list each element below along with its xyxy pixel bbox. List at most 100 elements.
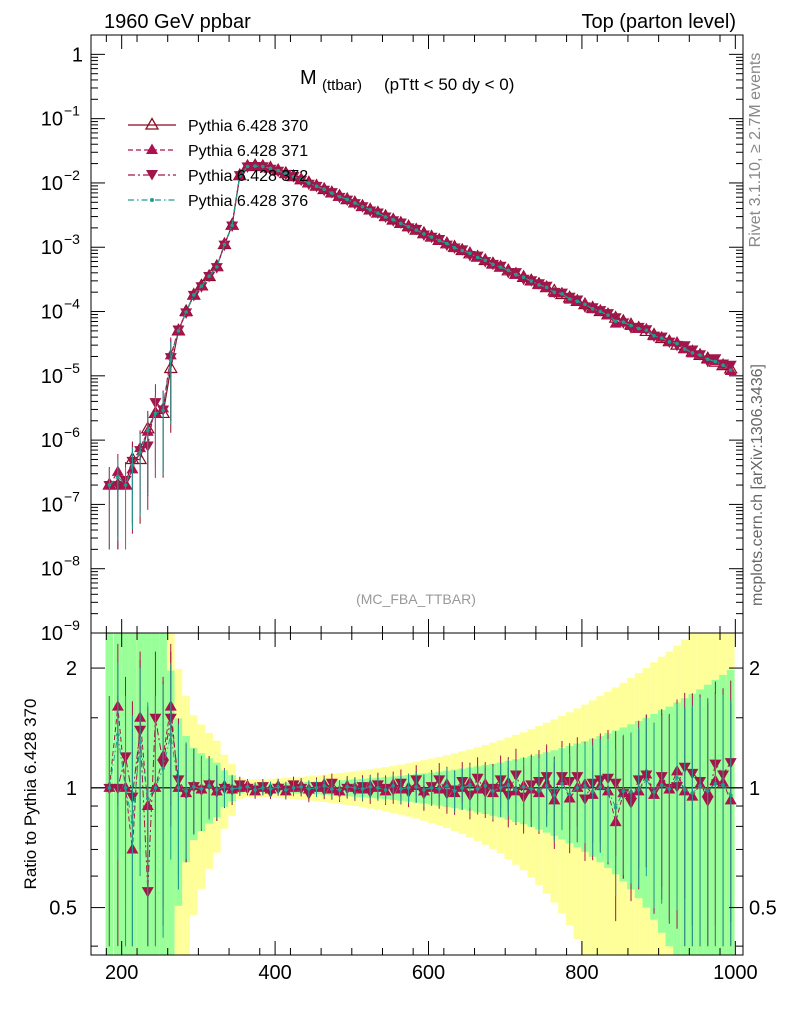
ratio-marker-376: [168, 732, 173, 737]
rivet-label: Rivet 3.1.10, ≥ 2.7M events: [747, 53, 764, 248]
ratio-marker-376: [353, 786, 357, 790]
main-ytick-label: 10: [41, 109, 63, 131]
ratio-marker-376: [521, 784, 526, 789]
main-ytick-exponent: −3: [64, 231, 80, 247]
legend-entry-370: Pythia 6.428 370: [128, 117, 308, 135]
main-marker-376: [299, 177, 303, 182]
main-ytick-label: 10: [41, 366, 63, 388]
ratio-axis-ticks: 2 2 1 1 0.5 0.5: [49, 658, 777, 947]
ratio-marker-376: [629, 790, 633, 794]
main-marker-372: [678, 341, 691, 352]
main-ytick-exponent: −6: [64, 424, 80, 440]
ratio-marker-376: [383, 788, 388, 792]
main-marker-376: [537, 283, 541, 287]
ratio-marker-376: [123, 786, 128, 790]
main-marker-376: [529, 279, 534, 283]
main-ytick-label: 10: [41, 237, 63, 259]
ratio-marker-376: [276, 784, 280, 789]
main-marker-376: [728, 368, 733, 372]
plot-title-cut: (pTtt < 50 dy < 0): [384, 75, 514, 94]
main-marker-376: [353, 201, 357, 205]
main-marker-376: [675, 341, 679, 346]
ratio-line-372: [109, 717, 732, 892]
main-marker-372: [440, 240, 453, 252]
ratio-ytick-label-right: 2: [749, 658, 760, 680]
xtick-label: 600: [412, 962, 445, 984]
ratio-marker-376: [161, 766, 165, 771]
xtick-label: 200: [105, 962, 138, 984]
ratio-marker-376: [253, 788, 257, 792]
main-marker-376: [560, 292, 564, 296]
ratio-marker-376: [583, 783, 587, 788]
main-marker-376: [475, 255, 480, 260]
legend-label-372: Pythia 6.428 372: [188, 168, 308, 185]
main-marker-376: [276, 168, 280, 173]
main-marker-376: [437, 238, 442, 243]
ratio-marker-376: [598, 784, 603, 789]
ratio-marker-376: [682, 788, 687, 792]
analysis-watermark: (MC_FBA_TTBAR): [356, 591, 476, 607]
ratio-marker-376: [145, 796, 150, 801]
main-marker-376: [521, 275, 526, 279]
ratio-marker-376: [399, 787, 403, 791]
ratio-marker-376: [199, 787, 204, 791]
main-marker-372: [625, 323, 638, 334]
main-marker-376: [514, 272, 518, 277]
ratio-marker-376: [238, 786, 242, 790]
ratio-marker-376: [107, 786, 112, 790]
ratio-marker-376: [728, 793, 733, 798]
legend-marker-376: [150, 198, 154, 202]
legend-entry-376: Pythia 6.428 376: [128, 193, 308, 210]
ratio-ytick-label: 1: [66, 778, 77, 800]
ratio-marker-376: [468, 782, 472, 787]
ratio-ytick-label: 0.5: [49, 898, 77, 920]
main-marker-376: [307, 181, 311, 185]
ratio-marker-376: [284, 788, 288, 792]
ratio-ylabel: Ratio to Pythia 6.428 370: [21, 699, 40, 890]
main-marker-376: [422, 232, 426, 236]
ratio-marker-376: [314, 786, 319, 790]
main-marker-376: [483, 258, 488, 263]
ratio-marker-376: [230, 787, 234, 791]
main-marker-376: [230, 223, 234, 228]
main-marker-376: [452, 245, 457, 250]
ratio-marker-376: [514, 788, 518, 792]
header-left: 1960 GeV ppbar: [104, 11, 251, 33]
ratio-marker-376: [537, 789, 541, 793]
ratio-marker-376: [575, 786, 580, 790]
ratio-marker-376: [675, 775, 679, 780]
main-marker-376: [199, 284, 204, 288]
legend-label-376: Pythia 6.428 376: [188, 193, 308, 210]
main-marker-376: [107, 483, 112, 487]
main-marker-376: [606, 313, 610, 317]
main-marker-376: [406, 224, 411, 229]
ratio-marker-376: [606, 788, 610, 792]
main-ytick-exponent: −5: [64, 360, 80, 376]
ratio-marker-376: [659, 782, 664, 787]
ratio-marker-376: [207, 783, 211, 788]
main-marker-376: [368, 207, 373, 212]
ratio-marker-376: [153, 786, 158, 790]
main-marker-376: [698, 353, 702, 357]
main-marker-376: [721, 363, 725, 367]
ratio-marker-376: [368, 784, 373, 789]
main-ytick-exponent: −4: [64, 296, 80, 312]
ratio-marker-376: [544, 783, 549, 788]
main-marker-376: [713, 359, 718, 364]
main-marker-376: [245, 164, 250, 169]
main-marker-376: [491, 262, 495, 267]
ratio-marker-376: [222, 784, 227, 789]
plot-title-main: M: [300, 67, 317, 89]
main-ytick-exponent: −8: [64, 553, 80, 569]
main-ytick-exponent: −7: [64, 488, 80, 504]
legend-marker-370: [144, 117, 160, 130]
main-marker-376: [636, 326, 641, 331]
ratio-marker-376: [452, 789, 457, 793]
ratio-marker-376: [491, 789, 495, 793]
ratio-marker-376: [506, 782, 511, 787]
legend: Pythia 6.428 370 Pythia 6.428 371 Pythia…: [128, 117, 308, 210]
ratio-marker-376: [184, 789, 188, 793]
ratio-marker-376: [698, 783, 702, 788]
main-marker-376: [161, 408, 165, 413]
main-marker-376: [690, 351, 695, 355]
